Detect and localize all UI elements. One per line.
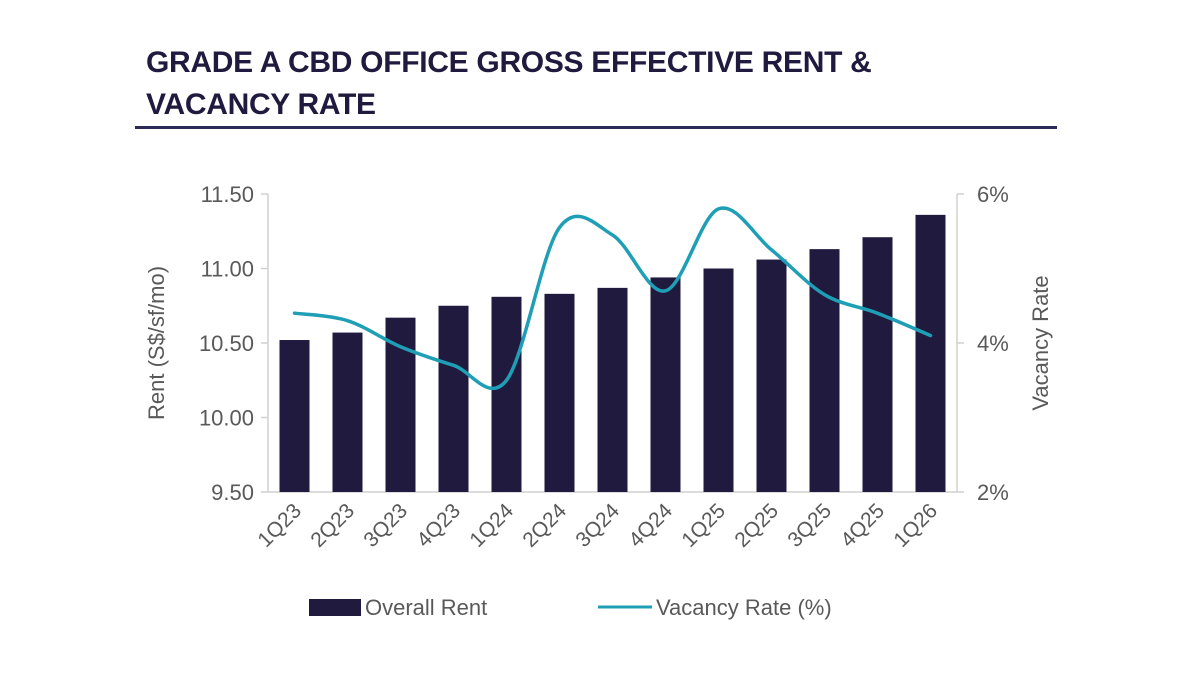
right-axis-tick-label: 6% bbox=[977, 182, 1009, 207]
x-axis-tick-label: 1Q23 bbox=[253, 499, 306, 552]
left-axis-tick-label: 10.00 bbox=[199, 406, 254, 431]
bar-3Q23 bbox=[385, 317, 416, 492]
x-axis-tick-label: 3Q24 bbox=[571, 499, 624, 552]
left-axis-tick-label: 11.50 bbox=[201, 182, 254, 207]
chart-title-line-1: GRADE A CBD OFFICE GROSS EFFECTIVE RENT … bbox=[146, 46, 872, 79]
left-axis-tick-label: 9.50 bbox=[211, 480, 254, 505]
bar-series bbox=[279, 214, 946, 493]
bar-4Q25 bbox=[862, 237, 893, 492]
chart-title: GRADE A CBD OFFICE GROSS EFFECTIVE RENT … bbox=[146, 42, 1066, 126]
left-axis-tick-label: 11.00 bbox=[201, 257, 254, 282]
left-axis-title: Rent (S$/sf/mo) bbox=[144, 266, 169, 420]
bar-1Q24 bbox=[491, 296, 522, 492]
right-axis-tick-label: 2% bbox=[977, 480, 1009, 505]
x-axis-tick-label: 1Q26 bbox=[889, 499, 942, 552]
left-axis-tick-label: 10.50 bbox=[199, 331, 254, 356]
x-axis-tick-label: 2Q25 bbox=[730, 499, 783, 552]
x-axis-tick-label: 1Q24 bbox=[465, 499, 518, 552]
line-series bbox=[292, 206, 933, 390]
legend-label-vacancy-rate: Vacancy Rate (%) bbox=[656, 595, 832, 620]
bar-1Q26 bbox=[915, 214, 946, 493]
right-axis-tick-label: 4% bbox=[977, 331, 1009, 356]
legend-swatch-overall-rent bbox=[309, 599, 361, 616]
bar-2Q25 bbox=[756, 259, 787, 492]
bar-4Q23 bbox=[438, 305, 469, 492]
title-divider bbox=[135, 126, 1057, 129]
x-axis-tick-label: 3Q23 bbox=[359, 499, 412, 552]
x-axis-tick-label: 1Q25 bbox=[677, 499, 730, 552]
bar-2Q23 bbox=[332, 332, 363, 492]
bar-1Q23 bbox=[279, 340, 310, 492]
x-axis-tick-label: 3Q25 bbox=[783, 499, 836, 552]
right-axis-title: Vacancy Rate bbox=[1028, 275, 1053, 410]
bar-2Q24 bbox=[544, 293, 575, 492]
x-axis-tick-label: 4Q23 bbox=[412, 499, 465, 552]
x-axis-tick-label: 4Q24 bbox=[624, 499, 677, 552]
legend: Overall Rent Vacancy Rate (%) bbox=[309, 595, 832, 620]
x-axis-tick-label: 2Q23 bbox=[306, 499, 359, 552]
bar-3Q24 bbox=[597, 287, 628, 492]
chart-title-line-2: VACANCY RATE bbox=[146, 88, 376, 121]
legend-label-overall-rent: Overall Rent bbox=[365, 595, 487, 620]
x-axis-tick-label: 2Q24 bbox=[518, 499, 571, 552]
bar-1Q25 bbox=[703, 268, 734, 492]
vacancy-rate-line bbox=[292, 206, 933, 390]
bar-4Q24 bbox=[650, 277, 681, 492]
x-axis-tick-label: 4Q25 bbox=[836, 499, 889, 552]
